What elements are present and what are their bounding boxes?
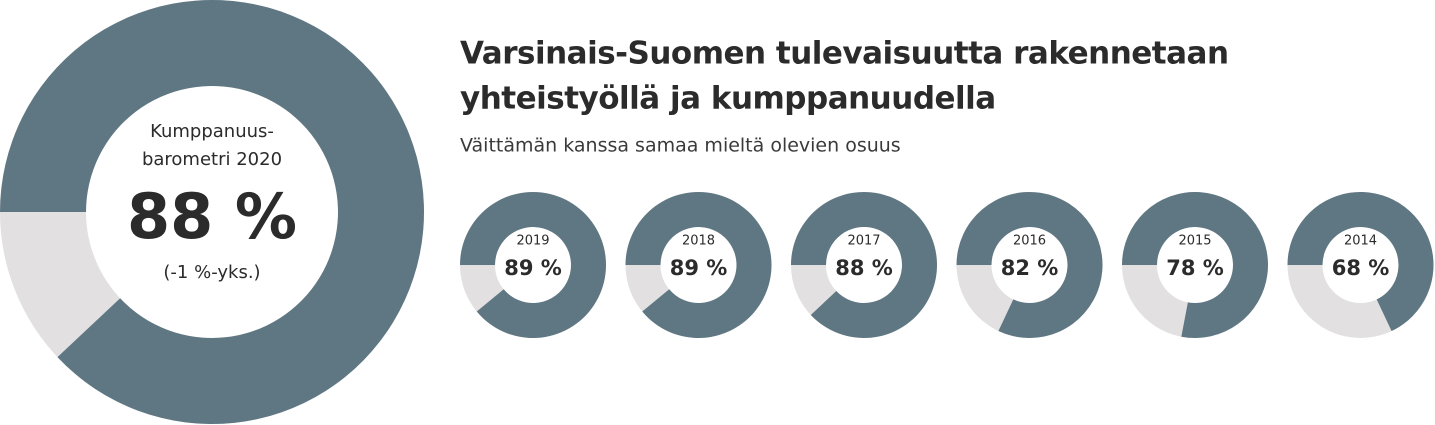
value-label: 89 % — [504, 256, 562, 280]
year-label: 2019 — [516, 234, 549, 249]
highlight-label: Kumppanuus- — [150, 121, 274, 142]
year-label: 2017 — [847, 234, 880, 249]
highlight-value: 88 % — [127, 180, 297, 253]
donut-segment — [460, 192, 606, 338]
value-label: 68 % — [1332, 256, 1390, 280]
year-label: 2014 — [1344, 234, 1377, 249]
donut-segment — [1122, 191, 1269, 338]
year-label: 2016 — [1013, 234, 1046, 249]
donut-segment — [956, 191, 1103, 338]
highlight-change: (-1 %-yks.) — [163, 262, 260, 283]
value-label: 78 % — [1166, 256, 1224, 280]
donut-segment — [1287, 192, 1434, 332]
value-label: 89 % — [670, 256, 728, 280]
year-label: 2015 — [1178, 234, 1211, 249]
title-line: Varsinais-Suomen tulevaisuutta rakenneta… — [460, 36, 1229, 72]
highlight-label: barometri 2020 — [142, 149, 282, 170]
title-line: yhteistyöllä ja kumppanuudella — [460, 81, 996, 117]
subtitle: Väittämän kanssa samaa mieltä olevien os… — [460, 135, 901, 157]
value-label: 82 % — [1001, 256, 1059, 280]
donut-segment — [0, 0, 425, 425]
year-label: 2018 — [682, 234, 715, 249]
value-label: 88 % — [835, 256, 893, 280]
donut-segment — [791, 191, 937, 338]
donut-segment — [625, 191, 772, 338]
